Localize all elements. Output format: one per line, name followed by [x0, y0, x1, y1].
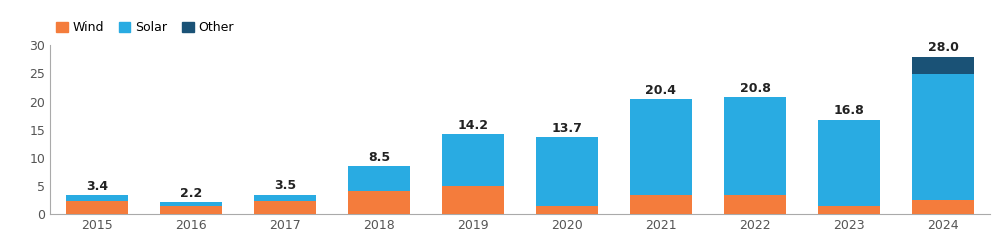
Bar [912, 200, 974, 214]
Text: 20.8: 20.8 [740, 82, 770, 95]
Text: 16.8: 16.8 [834, 104, 864, 117]
Text: 2.2: 2.2 [180, 186, 202, 200]
Bar [160, 202, 222, 206]
Text: 14.2: 14.2 [458, 119, 488, 132]
Bar [66, 201, 128, 214]
Text: 28.0: 28.0 [928, 41, 958, 54]
Bar [912, 57, 974, 74]
Bar [818, 120, 880, 206]
Bar [66, 195, 128, 201]
Bar [254, 195, 316, 201]
Bar [724, 195, 786, 214]
Legend: Wind, Solar, Other: Wind, Solar, Other [56, 21, 234, 34]
Text: 20.4: 20.4 [646, 84, 676, 97]
Bar [160, 206, 222, 214]
Bar [442, 134, 504, 186]
Bar [348, 191, 410, 214]
Text: 3.4: 3.4 [86, 180, 108, 193]
Text: 13.7: 13.7 [552, 122, 582, 135]
Bar [630, 195, 692, 214]
Bar [348, 166, 410, 191]
Bar [912, 74, 974, 200]
Bar [536, 206, 598, 214]
Bar [536, 137, 598, 206]
Bar [818, 206, 880, 214]
Bar [254, 201, 316, 214]
Bar [442, 186, 504, 214]
Text: 3.5: 3.5 [274, 179, 296, 192]
Text: 8.5: 8.5 [368, 151, 390, 164]
Bar [630, 99, 692, 195]
Bar [724, 97, 786, 195]
